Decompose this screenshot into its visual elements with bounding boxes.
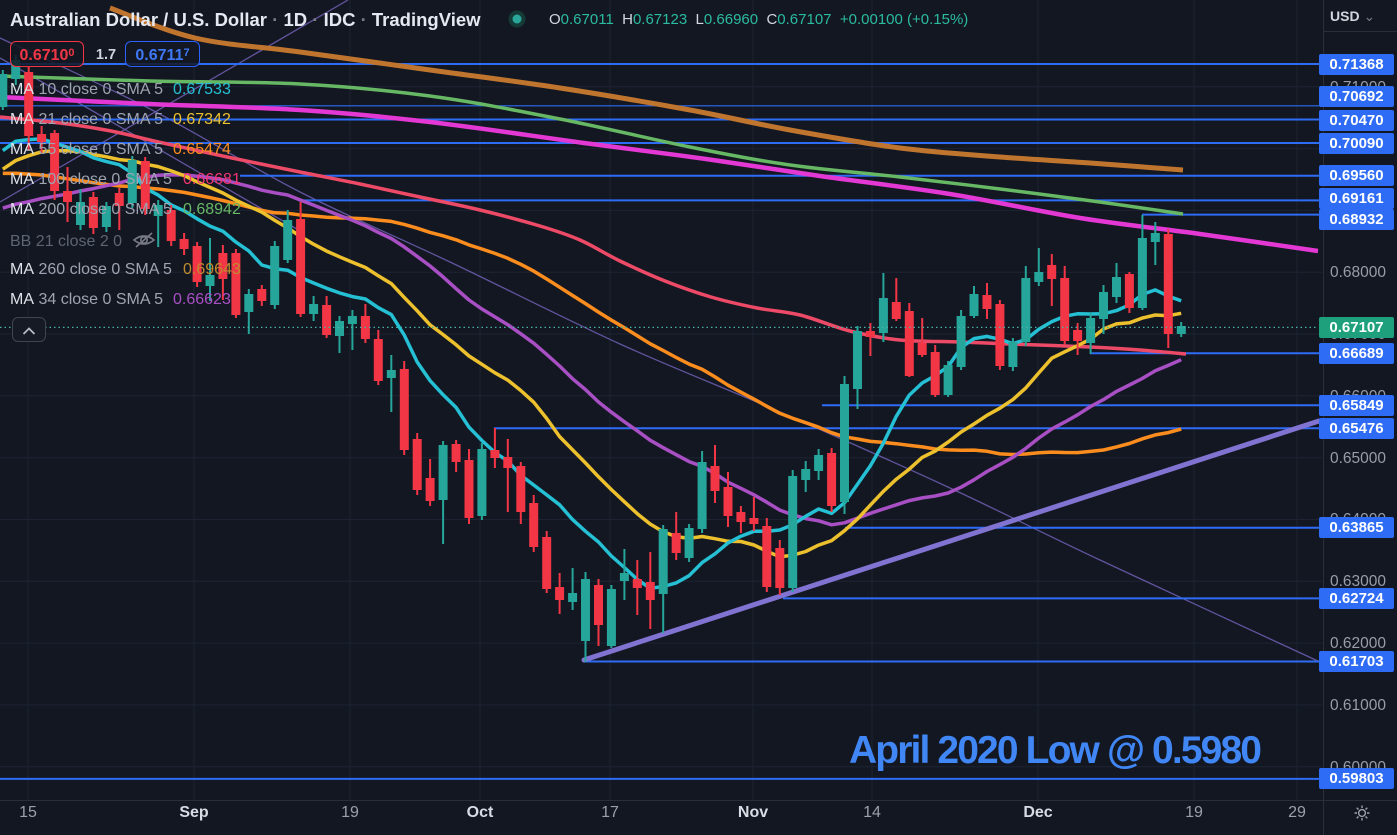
svg-text:April 2020 Low @ 0.5980: April 2020 Low @ 0.5980 (849, 729, 1262, 772)
